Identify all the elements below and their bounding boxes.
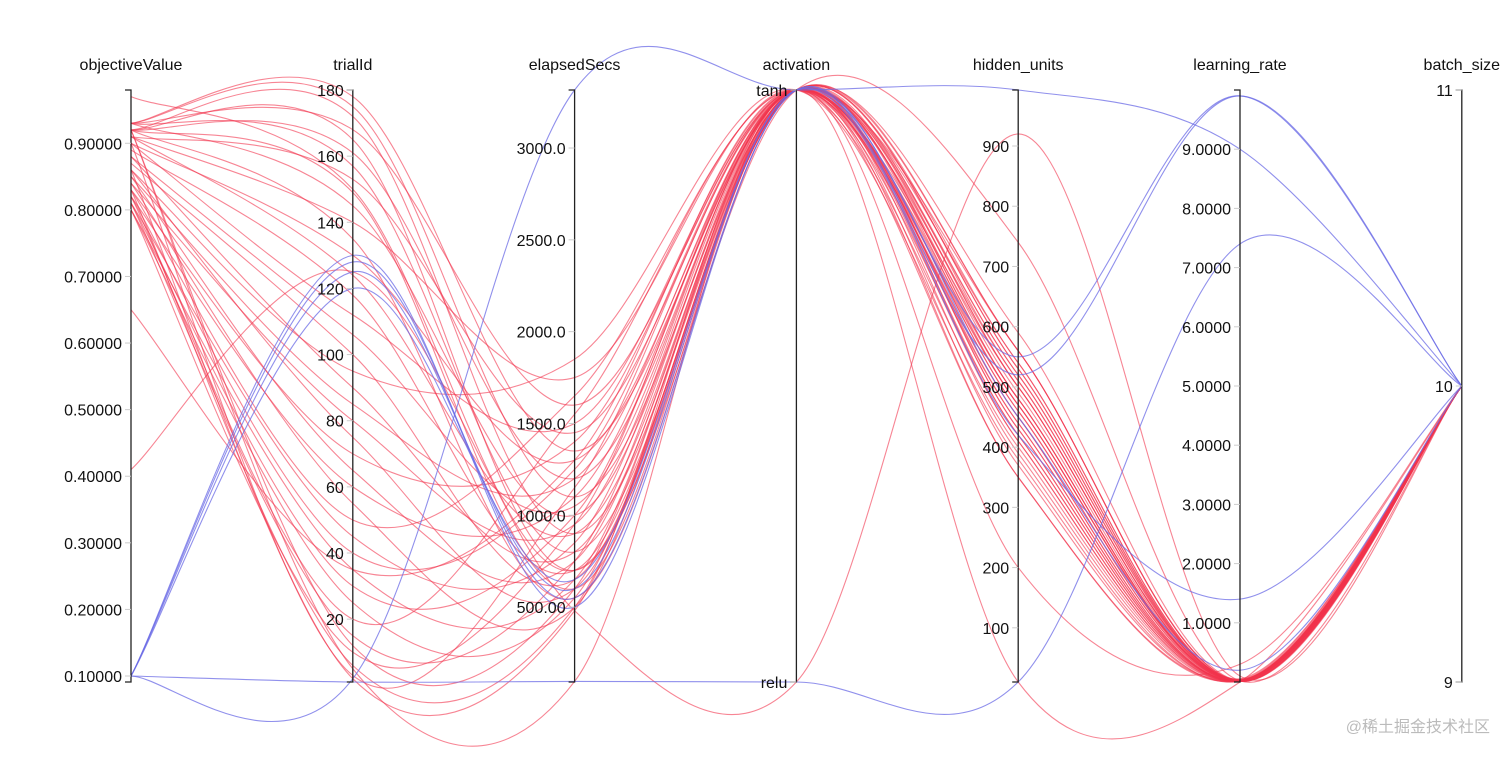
tick-label: 10 bbox=[1435, 379, 1453, 396]
line-low_objective-3 bbox=[130, 234, 1463, 715]
tick-label: 200 bbox=[982, 561, 1009, 578]
axis-trialId: trialId 20 40 60 80 100 120 140 160 180 bbox=[317, 57, 372, 683]
tick-label: 0.40000 bbox=[64, 469, 122, 486]
axis-title: trialId bbox=[333, 57, 372, 74]
axis-batch_size: batch_size 9 10 11 bbox=[1424, 57, 1501, 692]
tick-label: 3.0000 bbox=[1182, 497, 1231, 514]
tick-label: 180 bbox=[317, 83, 344, 100]
tick-label: 400 bbox=[982, 440, 1009, 457]
axis-activation: activation relu tanh bbox=[756, 57, 830, 692]
tick-label: 2.0000 bbox=[1182, 557, 1231, 574]
tick-label: 500 bbox=[982, 380, 1009, 397]
tick-label: 8.0000 bbox=[1182, 201, 1231, 218]
tick-label: 2000.0 bbox=[517, 325, 566, 342]
axis-learning_rate: learning_rate 1.0000 2.0000 3.0000 4.0000 5.0… bbox=[1182, 57, 1287, 683]
axis-title: elapsedSecs bbox=[529, 57, 621, 74]
axis-objectiveValue: objectiveValue 0.10000 0.20000 0.30000 0.400… bbox=[64, 57, 182, 686]
tick-label: 80 bbox=[326, 414, 344, 431]
tick-label: 100 bbox=[317, 348, 344, 365]
tick-label: 2500.0 bbox=[517, 233, 566, 250]
tick-label: 60 bbox=[326, 480, 344, 497]
tick-label: 4.0000 bbox=[1182, 438, 1231, 455]
tick-label: 3000.0 bbox=[517, 141, 566, 158]
axis-title: hidden_units bbox=[973, 57, 1064, 74]
tick-label: 20 bbox=[326, 612, 344, 629]
tick-label: tanh bbox=[756, 83, 787, 100]
tick-label: 800 bbox=[982, 199, 1009, 216]
tick-label: 0.30000 bbox=[64, 536, 122, 553]
tick-label: 40 bbox=[326, 546, 344, 563]
tick-label: 0.10000 bbox=[64, 669, 122, 686]
tick-label: 900 bbox=[982, 139, 1009, 156]
tick-label: 0.60000 bbox=[64, 336, 122, 353]
tick-label: 0.70000 bbox=[64, 269, 122, 286]
tick-label: 1.0000 bbox=[1182, 616, 1231, 633]
tick-label: 120 bbox=[317, 281, 344, 298]
axis-hidden_units: hidden_units 100 200 300 400 500 600 700 800 900 bbox=[973, 57, 1064, 683]
tick-label: 0.80000 bbox=[64, 203, 122, 220]
axis-title: activation bbox=[763, 57, 831, 74]
tick-label: 5.0000 bbox=[1182, 379, 1231, 396]
tick-label: 7.0000 bbox=[1182, 261, 1231, 278]
tick-label: 600 bbox=[982, 320, 1009, 337]
tick-label: 160 bbox=[317, 149, 344, 166]
tick-label: 9 bbox=[1444, 675, 1453, 692]
axis-title: objectiveValue bbox=[80, 57, 183, 74]
tick-label: relu bbox=[761, 675, 788, 692]
tick-label: 700 bbox=[982, 259, 1009, 276]
tick-label: 0.90000 bbox=[64, 136, 122, 153]
axis-title: batch_size bbox=[1424, 57, 1501, 74]
tick-label: 6.0000 bbox=[1182, 320, 1231, 337]
tick-label: 1500.0 bbox=[517, 416, 566, 433]
axes: objectiveValue 0.10000 0.20000 0.30000 0.400… bbox=[64, 57, 1500, 692]
tick-label: 11 bbox=[1436, 83, 1453, 100]
tick-label: 300 bbox=[982, 500, 1009, 517]
tick-label: 0.20000 bbox=[64, 602, 122, 619]
axis-line bbox=[568, 89, 576, 683]
tick-label: 500.00 bbox=[517, 600, 566, 617]
tick-label: 1000.0 bbox=[517, 508, 566, 525]
axis-line bbox=[125, 89, 132, 683]
tick-label: 140 bbox=[317, 215, 344, 232]
watermark: @稀土掘金技术社区 bbox=[1346, 718, 1490, 736]
axis-line bbox=[1012, 89, 1019, 683]
axis-line bbox=[790, 89, 798, 683]
tick-label: 9.0000 bbox=[1182, 142, 1231, 159]
axis-title: learning_rate bbox=[1193, 57, 1287, 74]
tick-label: 100 bbox=[982, 621, 1009, 638]
line-high_objective-43 bbox=[130, 89, 1463, 717]
axis-elapsedSecs: elapsedSecs 500.00 1000.0 1500.0 2000.0 2500.… bbox=[517, 57, 621, 683]
tick-label: 0.50000 bbox=[64, 403, 122, 420]
